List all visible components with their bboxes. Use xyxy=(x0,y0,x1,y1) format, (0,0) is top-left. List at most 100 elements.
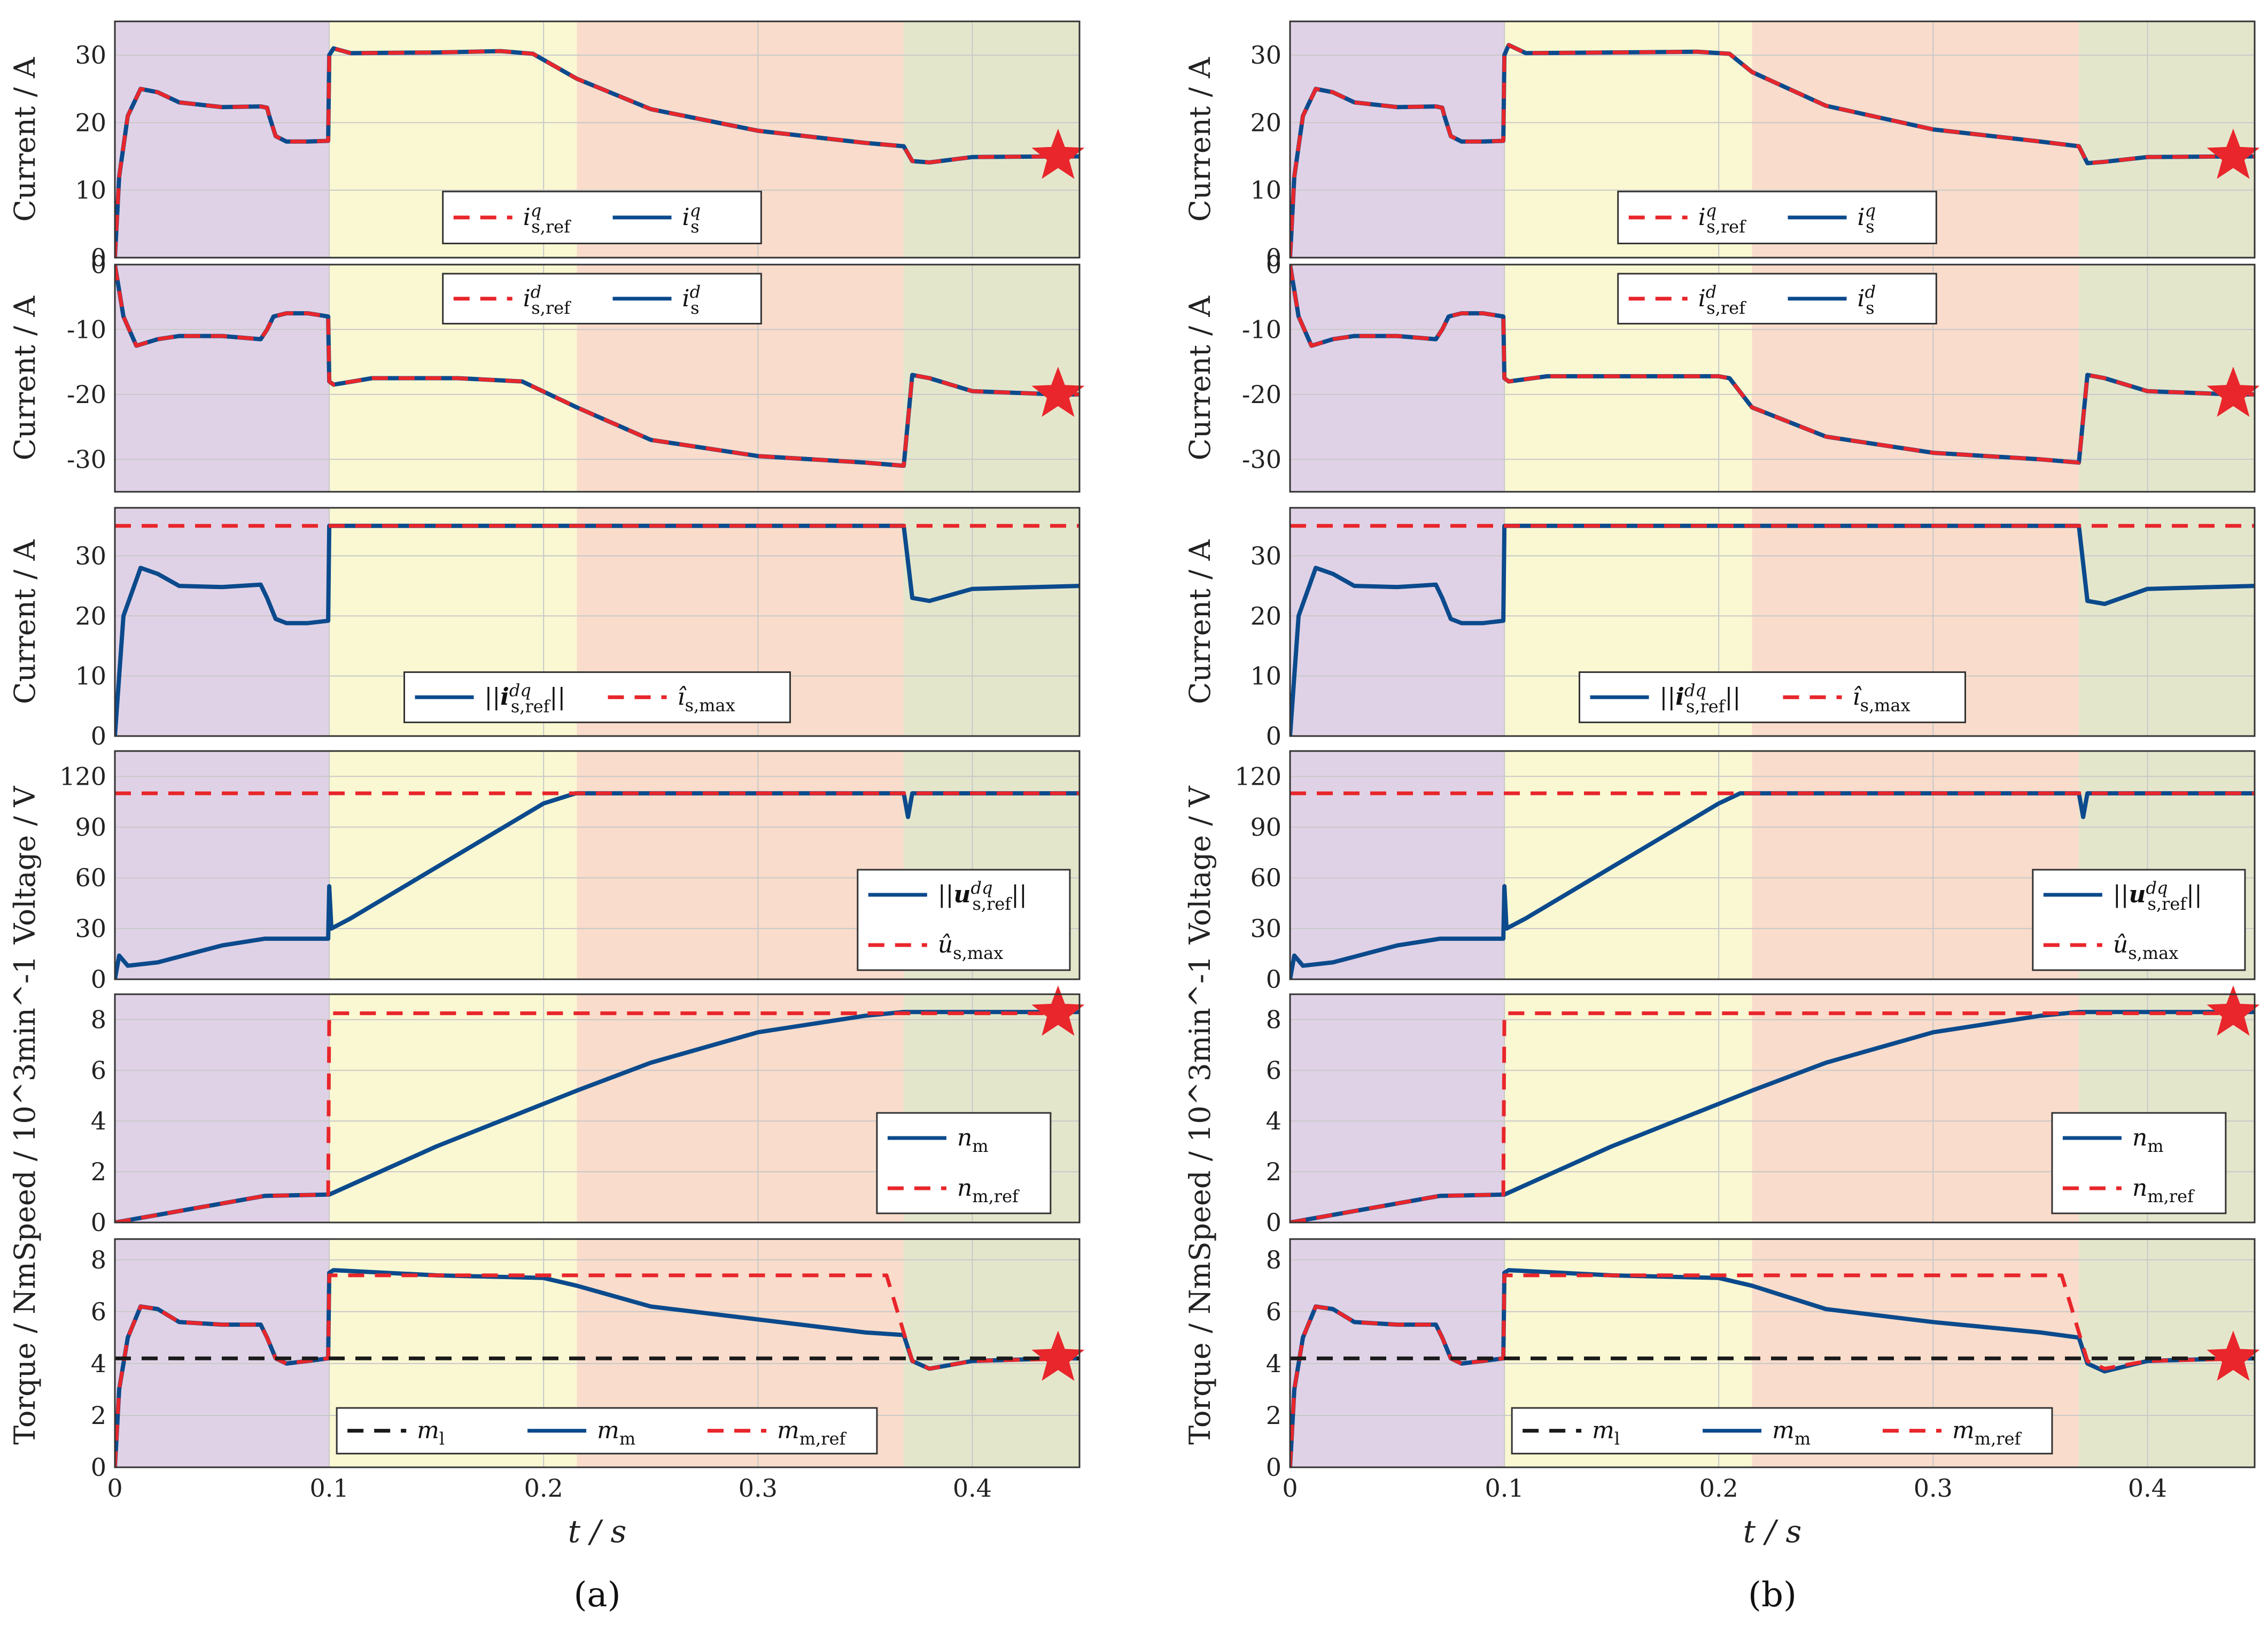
subplot-a-4: 0 30 60 90 120 Voltage / V ||udq s,ref|| ûs,max xyxy=(8,750,1081,994)
legend-label: id s,ref xyxy=(523,282,573,318)
legend: iq s,ref iq s xyxy=(1617,190,1937,244)
series-group xyxy=(1290,791,2255,979)
star-marker xyxy=(1031,985,1085,1036)
axes-frame xyxy=(114,750,1081,980)
subplot-a-3: 0 10 20 30 Current / A ||idq s,ref|| îs,max xyxy=(8,507,1081,750)
legend: iq s,ref iq s xyxy=(442,190,762,244)
legend: ||idq s,ref|| îs,max xyxy=(403,671,791,723)
legend-label: ||idq s,ref|| xyxy=(485,680,566,716)
series-group xyxy=(1290,1268,2255,1467)
series-line-n-m xyxy=(1290,1010,2255,1222)
axes-frame xyxy=(1289,993,2256,1224)
series-group xyxy=(115,523,1079,736)
axes-frame xyxy=(114,507,1081,737)
y-axis-label: Current / A xyxy=(1183,539,1217,705)
x-axis-label: t / s xyxy=(568,1513,627,1550)
y-tick-label: 6 xyxy=(91,1056,106,1085)
phase-region xyxy=(577,994,904,1222)
subplot-b-2: 0 -10 -20 -30 Current / A id s,ref id s xyxy=(1183,250,2260,493)
legend-label: ûs,max xyxy=(938,931,1006,963)
y-axis-label: Current / A xyxy=(8,539,42,705)
phase-region xyxy=(1290,265,1505,492)
star-marker xyxy=(2207,985,2260,1036)
series-line-m-m-ref xyxy=(1290,1273,2255,1467)
axes-frame xyxy=(114,20,1081,259)
y-tick-label: 4 xyxy=(1266,1106,1281,1135)
subplot-a-1: 0 10 20 30 Current / A iq s,ref iq s xyxy=(8,20,1085,272)
y-tick-label: 0 xyxy=(91,1453,106,1482)
phase-region xyxy=(577,751,904,979)
star-marker xyxy=(2207,1330,2260,1381)
legend: ||idq s,ref|| îs,max xyxy=(1579,671,1966,723)
y-axis-label: Current / A xyxy=(1183,57,1217,222)
legend-label: mm,ref xyxy=(1952,1417,2023,1449)
star-marker xyxy=(1031,1330,1085,1381)
y-tick-label: 10 xyxy=(1250,662,1281,691)
y-tick-label: 0 xyxy=(91,965,106,994)
y-tick-label: 20 xyxy=(75,108,106,137)
series-line---i-dq-s-ref-- xyxy=(1290,523,2255,736)
legend: ||udq s,ref|| ûs,max xyxy=(857,869,1071,971)
y-tick-label: 120 xyxy=(1234,762,1281,791)
phase-region xyxy=(329,994,577,1222)
legend-label: ml xyxy=(1592,1417,1622,1449)
axes-frame xyxy=(1289,507,2256,737)
y-axis-label: Speed / 10^3min^-1 xyxy=(1183,956,1217,1261)
y-tick-label: 0 xyxy=(91,243,106,272)
legend-box xyxy=(2051,1112,2227,1214)
y-axis-label: Voltage / V xyxy=(8,786,42,945)
legend-label: nm xyxy=(2132,1124,2166,1156)
subplot-b-5: 0 2 4 6 8 Speed / 10^3min^-1 nm nm,ref xyxy=(1183,956,2260,1261)
y-tick-label: 10 xyxy=(75,176,106,205)
legend-box xyxy=(876,1112,1052,1214)
legend: nm nm,ref xyxy=(2051,1112,2227,1214)
phase-region xyxy=(904,508,1079,736)
star-marker xyxy=(2207,366,2260,417)
legend-label: îs,max xyxy=(678,683,738,715)
y-tick-label: 10 xyxy=(1250,176,1281,205)
y-tick-label: 2 xyxy=(1266,1157,1281,1186)
legend: id s,ref id s xyxy=(442,273,762,324)
legend-label: iq s,ref xyxy=(523,200,573,237)
y-tick-label: 8 xyxy=(91,1005,106,1034)
x-tick-label: 0.1 xyxy=(310,1474,349,1503)
star-marker xyxy=(1031,128,1085,179)
y-tick-label: -30 xyxy=(67,445,106,474)
y-tick-label: 0 xyxy=(91,1208,106,1237)
x-tick-label: 0.3 xyxy=(739,1474,778,1503)
legend-label: mm xyxy=(597,1417,638,1449)
y-tick-label: 10 xyxy=(75,662,106,691)
axes-frame xyxy=(1289,750,2256,980)
legend-label: nm xyxy=(957,1124,991,1156)
y-tick-label: 30 xyxy=(1250,541,1281,570)
axes-frame xyxy=(1289,1238,2256,1468)
y-tick-label: 20 xyxy=(1250,601,1281,630)
legend-label: ||udq s,ref|| xyxy=(2113,878,2202,914)
series-line---u-dq-s-ref-- xyxy=(1290,791,2255,979)
series-group xyxy=(115,791,1079,979)
y-tick-label: 2 xyxy=(91,1157,106,1186)
phase-region xyxy=(329,751,577,979)
y-axis-label: Voltage / V xyxy=(1183,786,1217,945)
phase-region xyxy=(1752,751,2079,979)
panel-caption: (b) xyxy=(1748,1575,1797,1615)
x-tick-label: 0.4 xyxy=(2128,1474,2167,1503)
subplot-a-6: 0 2 4 6 8 Torque / Nm ml mm mm,ref 0 0.1 0.2 0.3 0… xyxy=(8,1238,1085,1550)
phase-region xyxy=(115,994,330,1222)
y-tick-label: 6 xyxy=(1266,1297,1281,1326)
y-tick-label: -20 xyxy=(67,380,106,409)
legend-label: ||idq s,ref|| xyxy=(1660,680,1741,716)
star-marker xyxy=(1031,366,1085,417)
y-tick-label: 6 xyxy=(1266,1056,1281,1085)
y-tick-label: 30 xyxy=(75,541,106,570)
y-tick-label: 8 xyxy=(1266,1005,1281,1034)
y-axis-label: Current / A xyxy=(1183,296,1217,461)
y-tick-label: 30 xyxy=(1250,41,1281,69)
y-tick-label: 20 xyxy=(75,601,106,630)
legend-box xyxy=(1511,1407,2053,1454)
y-axis-label: Torque / Nm xyxy=(8,1261,42,1444)
series-line-i-q-s-ref xyxy=(1290,43,2255,258)
y-tick-label: 60 xyxy=(75,863,106,892)
legend-label: id s xyxy=(682,282,702,318)
phase-region xyxy=(1752,994,2079,1222)
